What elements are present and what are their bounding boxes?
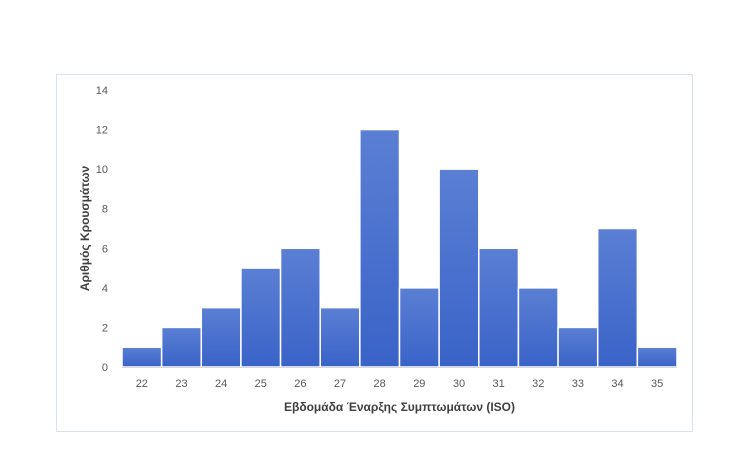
- y-tick-label: 0: [102, 362, 108, 374]
- x-tick-label: 33: [572, 378, 584, 390]
- bar: [596, 227, 639, 368]
- bar: [279, 247, 321, 368]
- bar: [517, 287, 559, 368]
- x-tick-label: 34: [611, 378, 623, 390]
- bar: [478, 247, 520, 368]
- x-tick-label: 27: [334, 378, 346, 390]
- x-tick-label: 24: [215, 378, 227, 390]
- x-tick-label: 23: [175, 378, 187, 390]
- y-tick-label: 12: [96, 125, 108, 137]
- x-tick-label: 35: [651, 378, 663, 390]
- x-tick-label: 32: [532, 378, 544, 390]
- y-tick-label: 10: [96, 164, 108, 176]
- x-tick-label: 26: [294, 378, 306, 390]
- x-axis-title: Εβδομάδα Έναρξης Συμπτωμάτων (ISO): [284, 400, 515, 414]
- x-tick-label: 22: [136, 378, 148, 390]
- bar: [200, 306, 242, 368]
- bar: [121, 346, 163, 368]
- x-axis-ticks: 22 23 24 25 26 27 28 29 30 31 32 33 34 35: [136, 378, 664, 390]
- bar: [636, 346, 678, 368]
- y-axis-title: Αριθμός Κρουσμάτων: [78, 166, 92, 292]
- bar: [438, 168, 480, 368]
- x-tick-label: 28: [374, 378, 386, 390]
- bar: [319, 306, 361, 368]
- y-tick-label: 8: [102, 204, 108, 216]
- x-tick-label: 25: [255, 378, 267, 390]
- x-tick-label: 31: [492, 378, 504, 390]
- bars: [121, 128, 678, 368]
- x-tick-label: 29: [413, 378, 425, 390]
- bar: [160, 326, 203, 368]
- y-tick-label: 14: [96, 85, 108, 97]
- y-tick-label: 2: [102, 322, 108, 334]
- x-tick-label: 30: [453, 378, 465, 390]
- bar: [240, 267, 282, 368]
- y-tick-label: 4: [102, 283, 108, 295]
- y-tick-label: 6: [102, 243, 108, 255]
- bar: [359, 128, 401, 368]
- bar: [398, 287, 440, 368]
- bar: [557, 326, 599, 368]
- y-axis-ticks: 0 2 4 6 8 10 12 14: [96, 85, 108, 374]
